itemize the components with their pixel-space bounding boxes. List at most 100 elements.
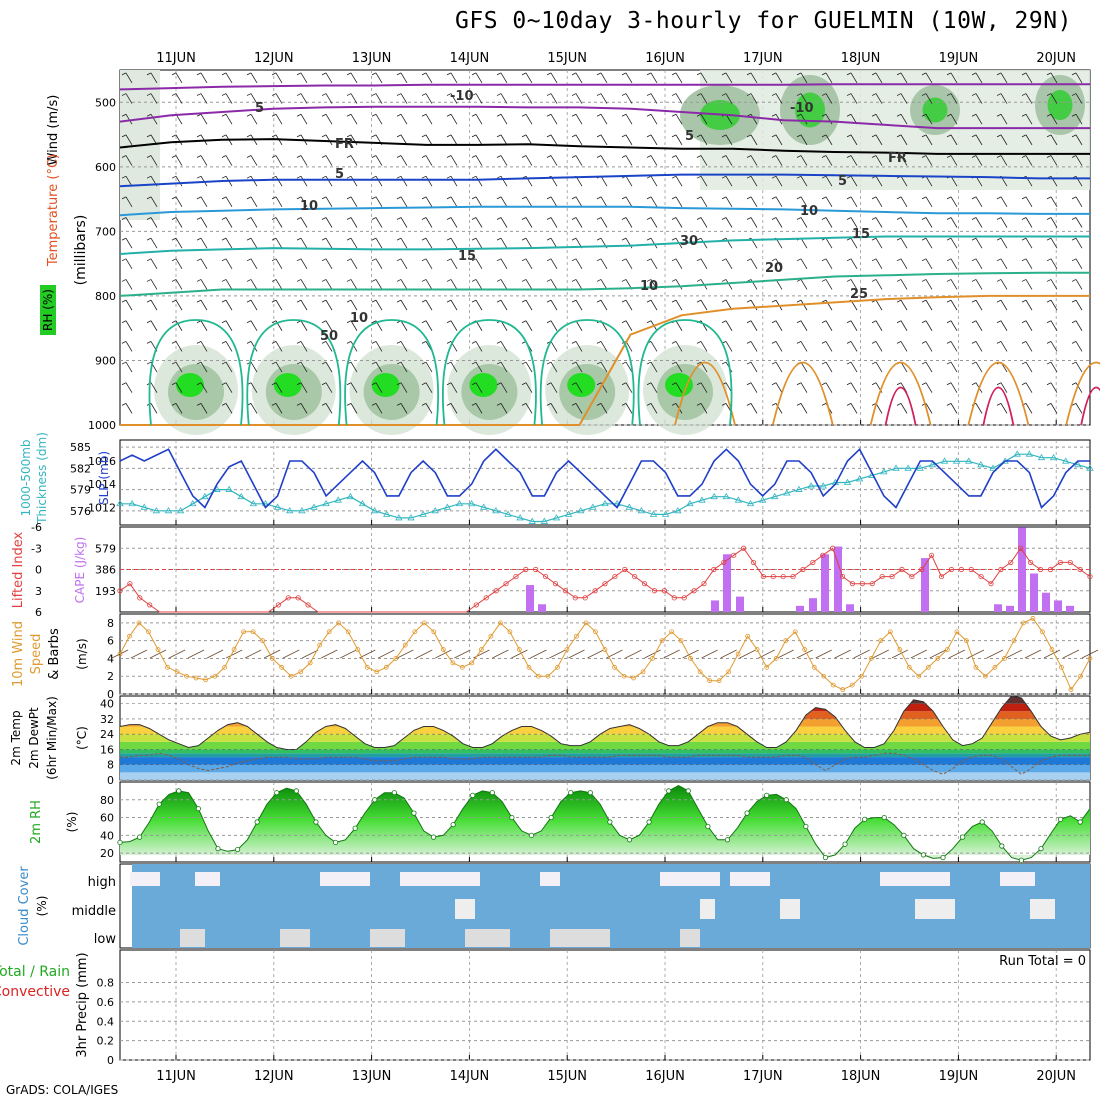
- wind-barb-flag: [996, 72, 1002, 76]
- wind-barb-flag: [571, 217, 577, 220]
- wind-barb: [321, 649, 338, 659]
- wind-barb: [950, 361, 958, 373]
- wind-barb: [1075, 382, 1083, 393]
- wind-speed-marker: [745, 633, 751, 639]
- wind-speed-marker: [212, 673, 218, 679]
- wind-barb-flag: [346, 403, 352, 406]
- wind-barb: [900, 217, 908, 228]
- wind-barb-flag: [271, 93, 277, 96]
- wind-barb: [425, 279, 433, 290]
- wind-barb-flag: [621, 258, 627, 262]
- panel-frame-pr: [119, 949, 1091, 1061]
- pressure-tick-label: 700: [95, 225, 116, 238]
- wind-speed-marker: [830, 682, 836, 688]
- wind-barb-flag: [421, 217, 427, 220]
- wind-barb-flag: [721, 237, 727, 241]
- temp-bands: [120, 696, 1090, 780]
- wind-speed-marker: [602, 647, 608, 652]
- wind-barb-flag: [496, 299, 502, 303]
- slp-tick-label: 1014: [88, 478, 116, 491]
- rh-marker: [587, 790, 593, 796]
- wind-barb: [175, 196, 183, 208]
- wind-barb-flag: [296, 155, 302, 158]
- wind-barb: [625, 72, 633, 84]
- wind-barb: [300, 93, 308, 104]
- wind-barb: [325, 403, 333, 414]
- li-marker: [681, 595, 687, 601]
- cloud-gap-low: [465, 929, 510, 947]
- slp-tick-label: 1012: [88, 502, 116, 515]
- wind-barb-flag: [346, 320, 352, 324]
- wind-barb: [750, 72, 758, 84]
- wind-barb: [975, 72, 983, 84]
- wind-barb: [300, 258, 308, 270]
- cloud-gap-high: [320, 872, 370, 886]
- wind-barb-flag: [246, 258, 252, 262]
- wind-barb-flag: [1046, 382, 1052, 386]
- isotherm-line: [119, 205, 1090, 217]
- wind-barb-flag: [271, 299, 277, 303]
- rh-marker: [352, 825, 358, 831]
- wind-barb: [400, 93, 408, 104]
- wind-barb-flag: [596, 258, 602, 262]
- wind-barb-flag: [596, 403, 602, 406]
- isotherm-line: [119, 83, 1090, 91]
- wind-barb-flag: [446, 155, 452, 158]
- wind-barb-flag: [571, 299, 577, 303]
- thickness-marker: [904, 464, 912, 471]
- wind-barb: [375, 382, 383, 393]
- wind-barb-flag: [821, 341, 827, 344]
- wind-barb: [300, 403, 308, 414]
- rh-area: [120, 785, 1090, 861]
- wind-barb: [1075, 361, 1083, 373]
- wind-barb-flag: [271, 155, 277, 158]
- li-marker: [513, 573, 519, 580]
- wind-barb: [700, 382, 708, 393]
- wind-barb: [416, 649, 433, 659]
- wind-speed-marker: [973, 664, 979, 670]
- wind-barb: [1075, 341, 1083, 352]
- thickness-marker: [710, 492, 718, 500]
- wind-barb-flag: [346, 258, 352, 262]
- wind-barb: [575, 361, 583, 373]
- top-date-label: 15JUN: [547, 51, 587, 66]
- wind-barb: [175, 93, 183, 104]
- wind-barb: [650, 403, 658, 414]
- wind-barb-flag: [671, 217, 677, 220]
- wind-barb-flag: [596, 279, 602, 282]
- wind-barb-flag: [121, 175, 127, 179]
- wind-barb-flag: [496, 217, 502, 220]
- wind-barb-flag: [521, 361, 527, 365]
- wind-speed-marker: [174, 669, 180, 675]
- wind-barb: [1025, 114, 1033, 125]
- contour-label: 50: [320, 329, 338, 344]
- wind-barb-flag: [596, 361, 602, 365]
- wind-barb: [300, 382, 308, 393]
- wind-barb: [1025, 196, 1033, 208]
- wind-barb-flag: [171, 382, 177, 386]
- wind-barb: [950, 320, 958, 331]
- wind-barb-flag: [921, 134, 927, 138]
- wind-barb-flag: [346, 196, 352, 200]
- wind-barb-flag: [696, 403, 702, 406]
- wind-barb: [750, 175, 758, 187]
- bottom-date-label: 20JUN: [1036, 1069, 1076, 1084]
- thickness-marker: [516, 514, 524, 521]
- wind-barb-flag: [396, 113, 402, 117]
- thickness-marker: [940, 457, 949, 464]
- wind-barb: [475, 114, 483, 125]
- wind-barb-flag: [496, 175, 502, 179]
- wind-barb: [850, 279, 858, 290]
- rh-marker: [901, 832, 907, 838]
- wind-barb: [300, 320, 308, 331]
- wind-barb: [675, 134, 683, 146]
- wind-barb: [925, 217, 933, 228]
- thickness-marker: [395, 514, 403, 521]
- wind-barb: [825, 93, 833, 104]
- li-marker: [582, 595, 588, 601]
- wind-speed-marker: [383, 664, 389, 670]
- cape-bar: [538, 604, 546, 612]
- wind-barb-flag: [596, 93, 602, 96]
- wind-barb-flag: [171, 217, 177, 220]
- wind-barb: [575, 299, 583, 311]
